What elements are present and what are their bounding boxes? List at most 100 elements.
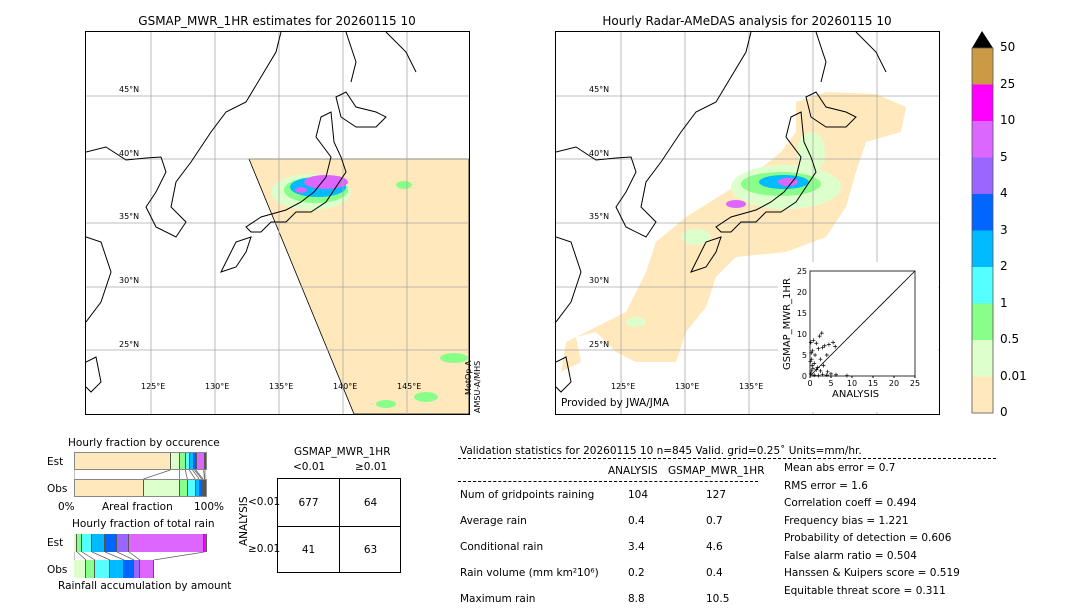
lat-label-35: 35°N <box>589 212 610 221</box>
cell-false-alarms: 64 <box>363 497 378 509</box>
stat-analysis-value: 0.4 <box>628 515 645 527</box>
occurrence-segment <box>75 453 172 469</box>
colorbar-tick-label: 0.01 <box>1000 368 1027 383</box>
score-line: Equitable threat score = 0.311 <box>784 584 946 597</box>
occurrence-segment <box>204 453 206 469</box>
scatter-point <box>809 368 814 373</box>
rain-obs-label: Obs <box>47 564 68 576</box>
scatter-inset: 0 5 10 15 20 25 0 5 10 15 20 25 ANALYSIS GSMAP_MWR_… <box>778 262 938 412</box>
total-rain-est-bar <box>74 534 207 552</box>
row-label-lt: <0.01 <box>248 496 281 508</box>
occ-100-label: 100% <box>194 501 225 513</box>
scatter-point <box>813 353 818 357</box>
lon-label-130: 130°E <box>675 382 700 391</box>
occurrence-segment <box>180 480 189 496</box>
colorbar-segment <box>972 267 993 304</box>
connector-line <box>194 470 202 479</box>
stats-table-rule <box>458 481 758 482</box>
score-line: False alarm ratio = 0.504 <box>784 549 917 562</box>
lon-label-135: 135°E <box>739 382 764 391</box>
table-vdivider <box>339 479 340 572</box>
rain-segment <box>74 560 86 578</box>
contingency-table: 677 64 41 63 <box>277 478 401 573</box>
sensor-label-1: MetOp-A <box>464 360 473 395</box>
scatter-plot: 0 5 10 15 20 25 0 5 10 15 20 25 <box>797 267 920 388</box>
scatter-point <box>808 371 813 376</box>
scatter-point <box>814 367 819 372</box>
rain-segment <box>92 534 106 552</box>
y-tick-label: 25 <box>797 267 807 276</box>
stats-header: Validation statistics for 20260115 10 n=… <box>460 445 862 457</box>
colorbar-tick-label: 0 <box>1000 405 1008 419</box>
data-credit: Provided by JWA/JMA <box>561 397 670 409</box>
scatter-point <box>810 366 815 371</box>
colorbar-tick-label: 3 <box>1000 222 1008 237</box>
rain-segment <box>110 560 124 578</box>
occurrence-segment <box>190 453 194 469</box>
colorbar-tick-label: 4 <box>1000 186 1008 200</box>
occurrence-segment <box>180 453 187 469</box>
score-line: Mean abs error = 0.7 <box>784 462 896 474</box>
lat-label-30: 30°N <box>589 276 610 285</box>
rain-segment <box>105 534 118 552</box>
scatter-point <box>808 340 813 345</box>
occurrence-segment <box>144 480 181 496</box>
row-label-ge: ≥0.01 <box>248 543 281 555</box>
lon-label-140: 140°E <box>333 382 358 391</box>
x-tick-label: 0 <box>807 379 812 388</box>
occ-0-label: 0% <box>58 501 75 513</box>
stat-label: Average rain <box>460 515 527 527</box>
scatter-point <box>812 373 817 378</box>
x-tick-label: 5 <box>828 379 833 388</box>
lat-label-25: 25°N <box>589 340 610 349</box>
occurrence-segment <box>204 480 206 496</box>
occurrence-segment <box>171 453 181 469</box>
lat-label-45: 45°N <box>589 85 610 94</box>
connector-line <box>76 552 87 560</box>
colorbar-tick-label: 2 <box>1000 259 1008 273</box>
colorbar-segment <box>972 230 993 267</box>
scatter-point <box>815 365 820 370</box>
y-tick-label: 0 <box>802 372 807 381</box>
lat-label-35: 35°N <box>119 212 140 221</box>
lat-label-45: 45°N <box>119 85 140 94</box>
rain-segment <box>117 534 130 552</box>
scatter-point <box>818 368 823 373</box>
scatter-point <box>809 357 814 362</box>
connector-line <box>81 552 96 560</box>
score-line: Frequency bias = 1.221 <box>784 514 909 527</box>
scatter-point <box>844 373 849 378</box>
scatter-point <box>810 348 815 353</box>
lat-label-40: 40°N <box>589 149 610 158</box>
score-line: Correlation coeff = 0.494 <box>784 497 917 509</box>
score-line: RMS error = 1.6 <box>784 479 868 492</box>
occurrence-segment <box>193 453 196 469</box>
occurrence-segment <box>186 453 191 469</box>
sensor-label-2: AMSU-A/MHS <box>473 360 482 413</box>
right-map-svg <box>556 32 939 414</box>
col-label-lt: <0.01 <box>293 461 326 473</box>
rain-segment <box>124 560 134 578</box>
colorbar-tick-label: 5 <box>1000 149 1008 164</box>
contingency-title: GSMAP_MWR_1HR <box>294 446 391 458</box>
occurrence-connectors <box>74 470 206 479</box>
occ-xlabel: Areal fraction <box>102 501 173 513</box>
connector-line <box>91 552 111 560</box>
lon-label-145: 145°E <box>397 382 422 391</box>
col-label-ge: ≥0.01 <box>355 461 388 473</box>
y-tick-label: 20 <box>797 288 807 297</box>
lon-label-135: 135°E <box>269 382 294 391</box>
scatter-point <box>810 363 815 368</box>
scatter-point <box>821 363 826 368</box>
lat-label-40: 40°N <box>119 149 140 158</box>
connector-line <box>203 470 205 479</box>
lon-label-125: 125°E <box>611 382 636 391</box>
rain-segment <box>133 560 140 578</box>
occurrence-obs-bar <box>74 479 207 497</box>
connector-line <box>128 552 141 560</box>
colorbar-segment <box>972 194 993 231</box>
stat-gsmap-value: 0.7 <box>706 515 723 527</box>
scatter-point <box>809 350 814 355</box>
stat-label: Num of gridpoints raining <box>460 489 595 501</box>
rain-segment <box>139 560 154 578</box>
